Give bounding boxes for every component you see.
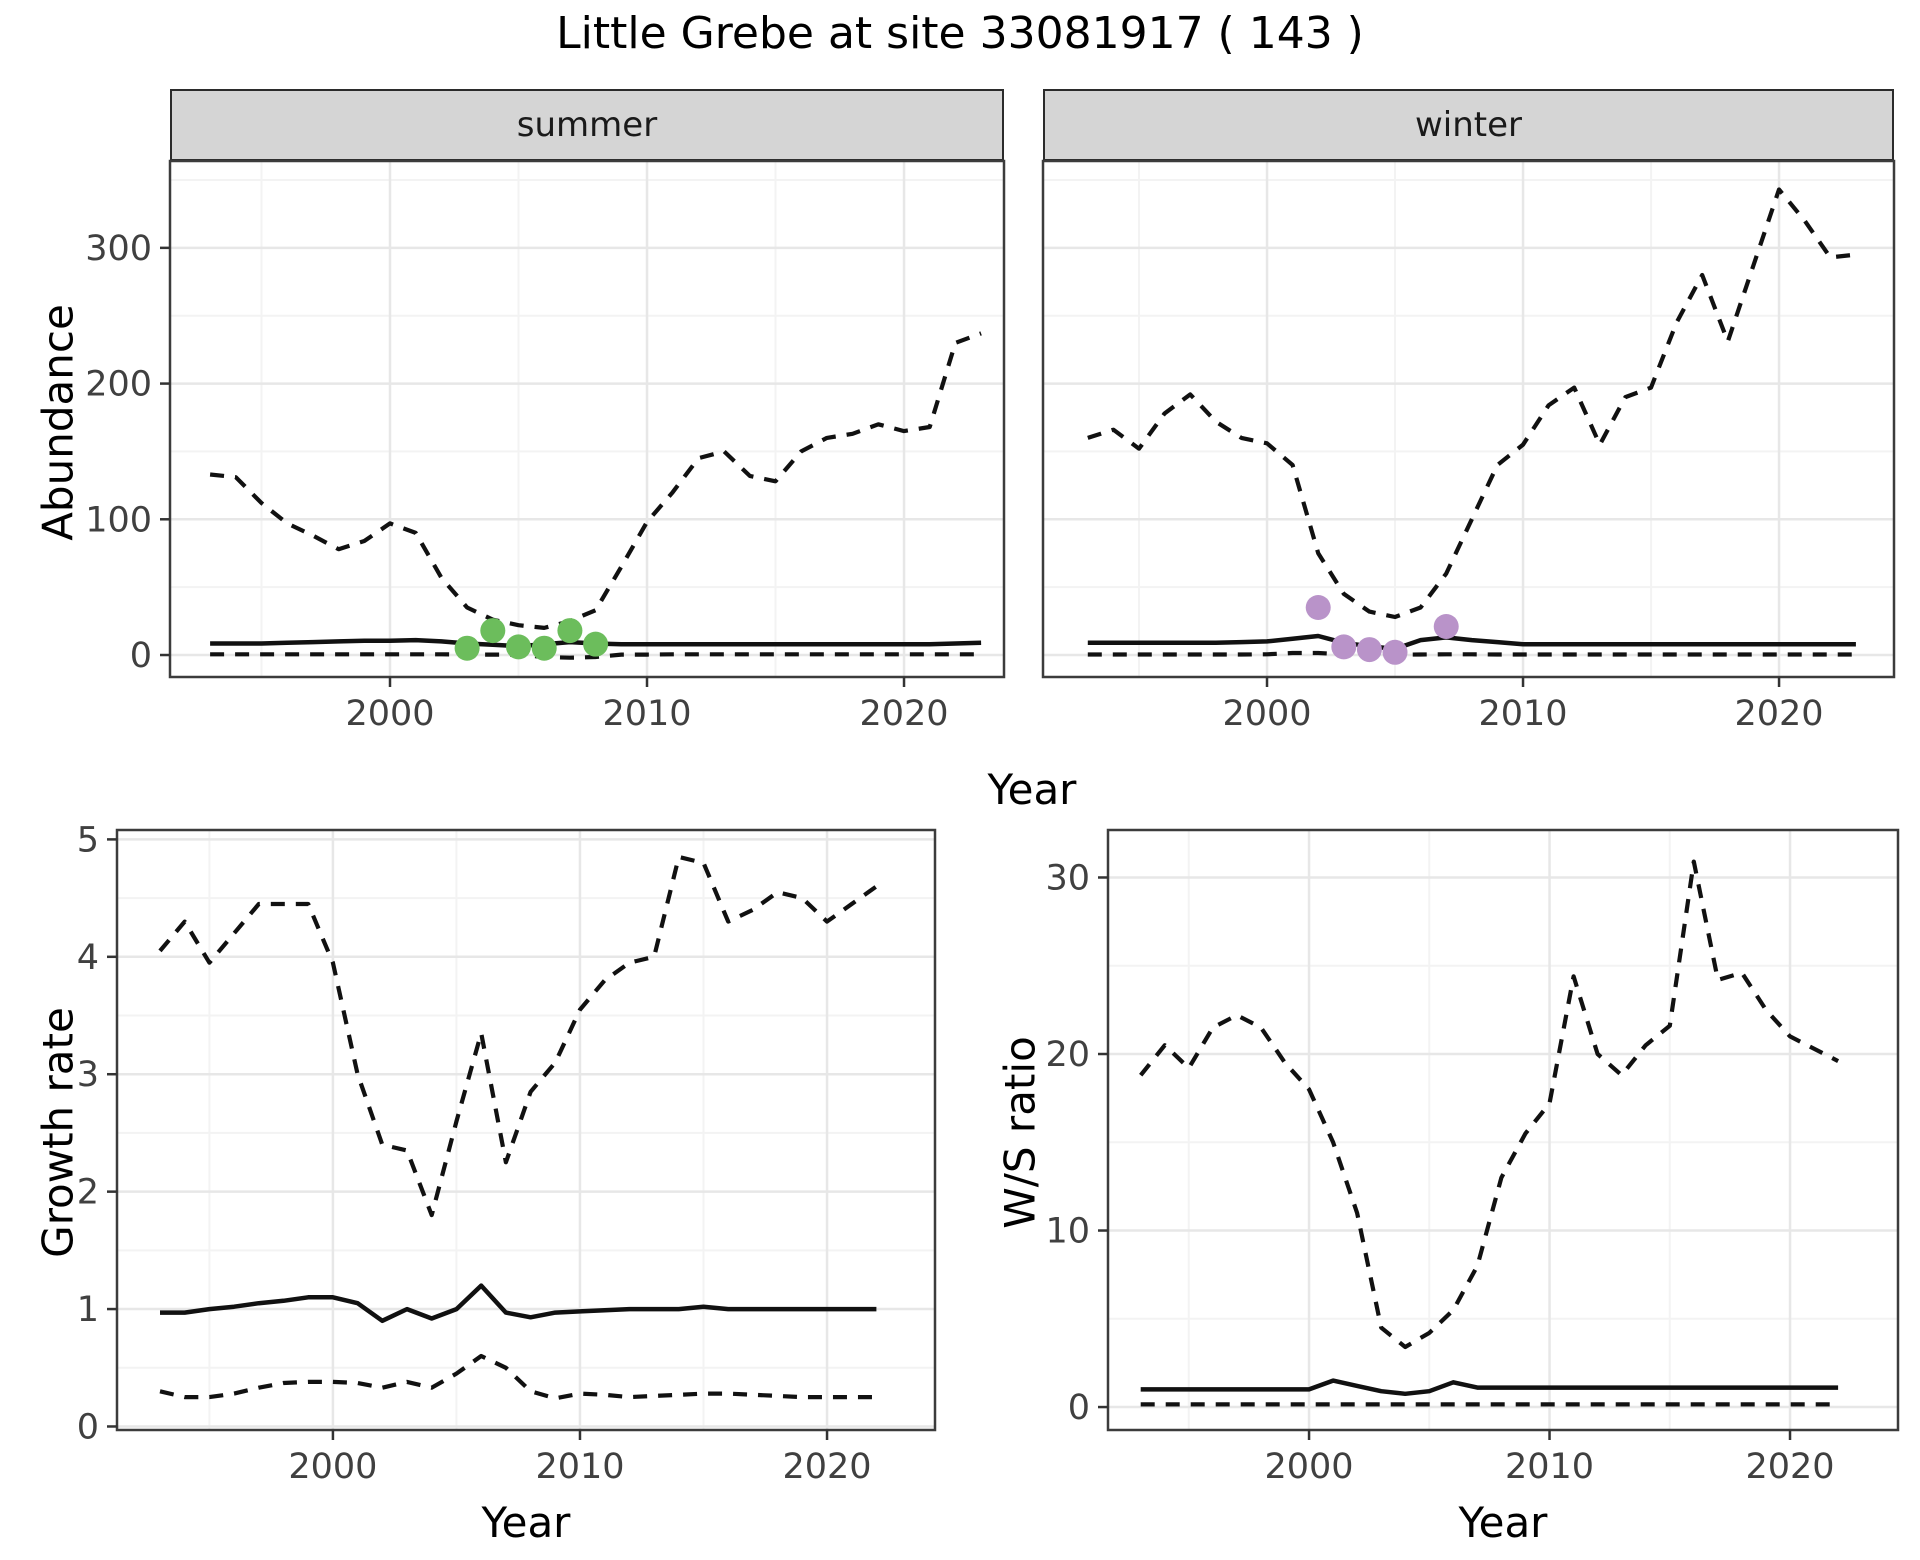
summer-y-tick-label: 200 xyxy=(85,365,152,405)
y-axis-title-growth-rate: Growth rate xyxy=(33,1007,83,1258)
panel-summer-abundance: 2000 2010 2020 0 100 200 300 xyxy=(85,159,1006,734)
summer-observed-point xyxy=(454,635,480,661)
winter-observed-point xyxy=(1356,637,1382,663)
growth-upper_ci-line xyxy=(158,854,878,1218)
summer-x-tick-label: 2000 xyxy=(345,694,434,734)
winter-observed-point xyxy=(1305,595,1331,621)
facet-strip-summer-label: summer xyxy=(516,105,658,145)
summer-x-tick-label: 2010 xyxy=(602,694,691,734)
growth-y-tick-label: 3 xyxy=(77,1055,99,1095)
panel-growth-rate: 2000 2010 2020 0 1 2 3 4 5 xyxy=(77,820,937,1487)
winter-observed-point xyxy=(1331,634,1357,660)
ws-y-tick-label: 0 xyxy=(1068,1388,1090,1428)
winter-median-line xyxy=(1087,633,1856,652)
y-axis-title-abundance: Abundance xyxy=(33,304,83,541)
ws-x-tick-label: 2000 xyxy=(1265,1447,1354,1487)
growth-x-tick-label: 2010 xyxy=(535,1447,624,1487)
growth-x-tick-label: 2000 xyxy=(288,1447,377,1487)
x-axis-title-year-bottom-left: Year xyxy=(481,1498,571,1547)
x-axis-title-year-top: Year xyxy=(987,765,1077,814)
summer-observed-point xyxy=(557,618,583,644)
ws-median-line xyxy=(1140,1378,1839,1397)
winter-observed-point xyxy=(1433,614,1459,640)
chart-title: Little Grebe at site 33081917 ( 143 ) xyxy=(556,8,1364,59)
facet-strip-winter-label: winter xyxy=(1414,105,1523,145)
winter-observed-point xyxy=(1382,639,1408,665)
growth-y-tick-label: 4 xyxy=(77,938,99,978)
growth-y-tick-label: 2 xyxy=(77,1173,99,1213)
ws-upper_ci-line xyxy=(1139,859,1840,1350)
winter-x-tick-label: 2010 xyxy=(1478,694,1567,734)
facet-strip-summer: summer xyxy=(170,89,1004,161)
summer-observed-point xyxy=(583,631,609,657)
summer-observed-point xyxy=(506,634,532,660)
winter-x-tick-label: 2020 xyxy=(1735,694,1824,734)
summer-observed-point xyxy=(480,618,506,644)
summer-y-tick-label: 300 xyxy=(85,229,152,269)
winter-upper_ci-line xyxy=(1087,187,1857,620)
summer-upper_ci-line xyxy=(209,331,982,630)
y-axis-title-ws-ratio: W/S ratio xyxy=(995,1036,1045,1229)
growth-x-tick-label: 2020 xyxy=(782,1447,871,1487)
ws-x-tick-label: 2010 xyxy=(1505,1447,1594,1487)
ws-y-tick-label: 20 xyxy=(1045,1035,1090,1075)
ws-y-tick-label: 10 xyxy=(1045,1212,1090,1252)
panel-ws-ratio: 2000 2010 2020 0 10 20 30 xyxy=(1045,828,1900,1487)
winter-x-tick-label: 2000 xyxy=(1222,694,1311,734)
summer-observed-point xyxy=(531,635,557,661)
summer-x-tick-label: 2020 xyxy=(859,694,948,734)
summer-lower_ci-line xyxy=(210,652,982,660)
growth-y-tick-label: 5 xyxy=(77,820,99,860)
summer-y-tick-label: 100 xyxy=(85,500,152,540)
growth-lower_ci-line xyxy=(159,1353,877,1401)
growth-median-line xyxy=(160,1283,877,1324)
ws-x-tick-label: 2020 xyxy=(1745,1447,1834,1487)
growth-y-tick-label: 0 xyxy=(77,1407,99,1447)
summer-y-tick-label: 0 xyxy=(130,636,152,676)
panel-winter-abundance: 2000 2010 2020 xyxy=(1041,159,1896,734)
growth-y-tick-label: 1 xyxy=(77,1290,99,1330)
winter-lower_ci-line xyxy=(1087,650,1856,657)
x-axis-title-year-bottom-right: Year xyxy=(1458,1498,1548,1547)
ws-y-tick-label: 30 xyxy=(1045,858,1090,898)
